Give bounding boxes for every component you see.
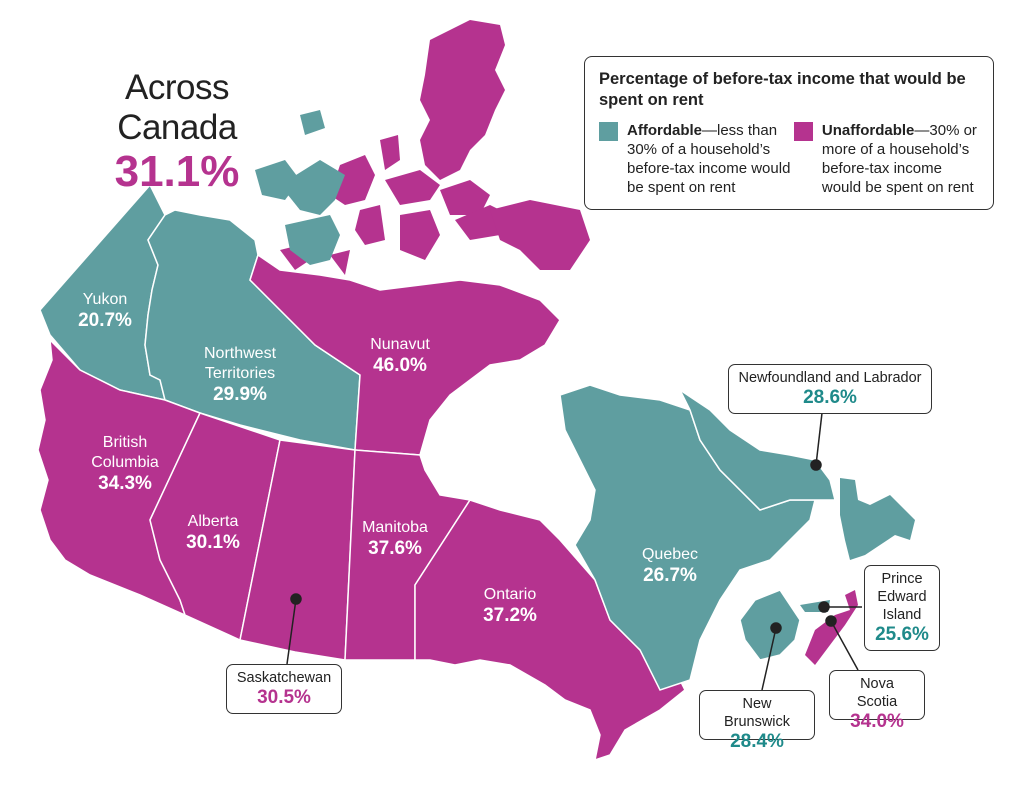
region-saskatchewan[interactable] <box>239 439 356 661</box>
region-name-line: British <box>102 434 148 451</box>
region-nwt[interactable] <box>144 209 361 451</box>
region-name: New Brunswick <box>723 696 791 730</box>
region-bc[interactable] <box>37 337 202 617</box>
region-value: 28.6% <box>803 387 857 408</box>
callout-leaders <box>286 412 862 691</box>
legend-unaffordable-label: Unaffordable <box>821 122 915 139</box>
label-yukon: Yukon 20.7% <box>60 290 150 332</box>
callout-pei: Prince Edward Island 25.6% <box>864 565 940 651</box>
region-name: Saskatchewan <box>236 670 332 686</box>
headline-value: 31.1% <box>114 147 240 196</box>
label-nunavut: Nunavut 46.0% <box>355 335 445 377</box>
region-value: 29.9% <box>213 384 267 405</box>
region-name: Alberta <box>187 513 239 530</box>
region-name-line: Northwest <box>203 345 277 362</box>
region-name: Newfoundland and Labrador <box>738 370 922 386</box>
region-nova-scotia[interactable] <box>805 590 858 665</box>
label-alberta: Alberta 30.1% <box>168 512 258 554</box>
region-value: 28.4% <box>730 731 784 752</box>
region-name-line: Columbia <box>91 454 159 471</box>
headline-title: Across Canada <box>117 68 237 147</box>
arctic-islands-nunavut <box>280 20 590 275</box>
region-value: 30.1% <box>186 532 240 553</box>
label-quebec: Quebec 26.7% <box>620 545 720 587</box>
region-new-brunswick[interactable] <box>739 589 801 661</box>
callout-saskatchewan: Saskatchewan 30.5% <box>226 664 342 714</box>
label-bc: British Columbia 34.3% <box>75 433 175 495</box>
affordable-swatch <box>599 122 618 141</box>
region-value: 34.3% <box>98 473 152 494</box>
region-value: 25.6% <box>875 624 929 645</box>
region-name-line: Island <box>882 607 922 623</box>
label-nwt: Northwest Territories 29.9% <box>180 344 300 406</box>
region-value: 37.2% <box>483 605 537 626</box>
callout-ns: Nova Scotia 34.0% <box>829 670 925 732</box>
region-value: 46.0% <box>373 355 427 376</box>
callout-nb: New Brunswick 28.4% <box>699 690 815 752</box>
region-ontario[interactable] <box>414 499 686 762</box>
arctic-islands-nwt <box>255 110 345 265</box>
region-name: Nunavut <box>370 336 430 353</box>
region-name-line: Territories <box>204 365 276 382</box>
region-value: 20.7% <box>78 310 132 331</box>
region-nunavut-mainland[interactable] <box>249 253 561 456</box>
region-name: Manitoba <box>362 519 428 536</box>
unaffordable-swatch <box>793 122 813 141</box>
label-manitoba: Manitoba 37.6% <box>345 518 445 560</box>
region-newfoundland-island[interactable] <box>840 478 915 560</box>
legend: Percentage of before-tax income that wou… <box>584 56 994 210</box>
region-value: 30.5% <box>257 687 311 708</box>
region-name-line: Edward <box>877 589 927 605</box>
region-labrador[interactable] <box>678 387 836 511</box>
region-name: Yukon <box>82 291 128 308</box>
region-value: 34.0% <box>850 711 904 732</box>
headline: Across Canada 31.1% <box>62 68 292 196</box>
legend-affordable-desc: —less than 30% of a household’s before-t… <box>627 122 791 196</box>
legend-affordable-label: Affordable <box>627 122 702 139</box>
region-value: 37.6% <box>368 538 422 559</box>
region-name-line: Prince <box>881 571 923 587</box>
legend-item-affordable: Affordable—less than 30% of a household’… <box>599 121 794 197</box>
label-ontario: Ontario 37.2% <box>460 585 560 627</box>
callout-nl: Newfoundland and Labrador 28.6% <box>728 364 932 414</box>
region-name: Ontario <box>483 586 537 603</box>
region-name: Quebec <box>641 546 699 563</box>
region-name: Nova Scotia <box>856 676 898 710</box>
legend-title: Percentage of before-tax income that wou… <box>599 70 966 109</box>
legend-unaffordable-desc: —30% or more of a household’s before-tax… <box>821 122 977 196</box>
legend-item-unaffordable: Unaffordable—30% or more of a household’… <box>793 121 979 197</box>
region-value: 26.7% <box>643 565 697 586</box>
